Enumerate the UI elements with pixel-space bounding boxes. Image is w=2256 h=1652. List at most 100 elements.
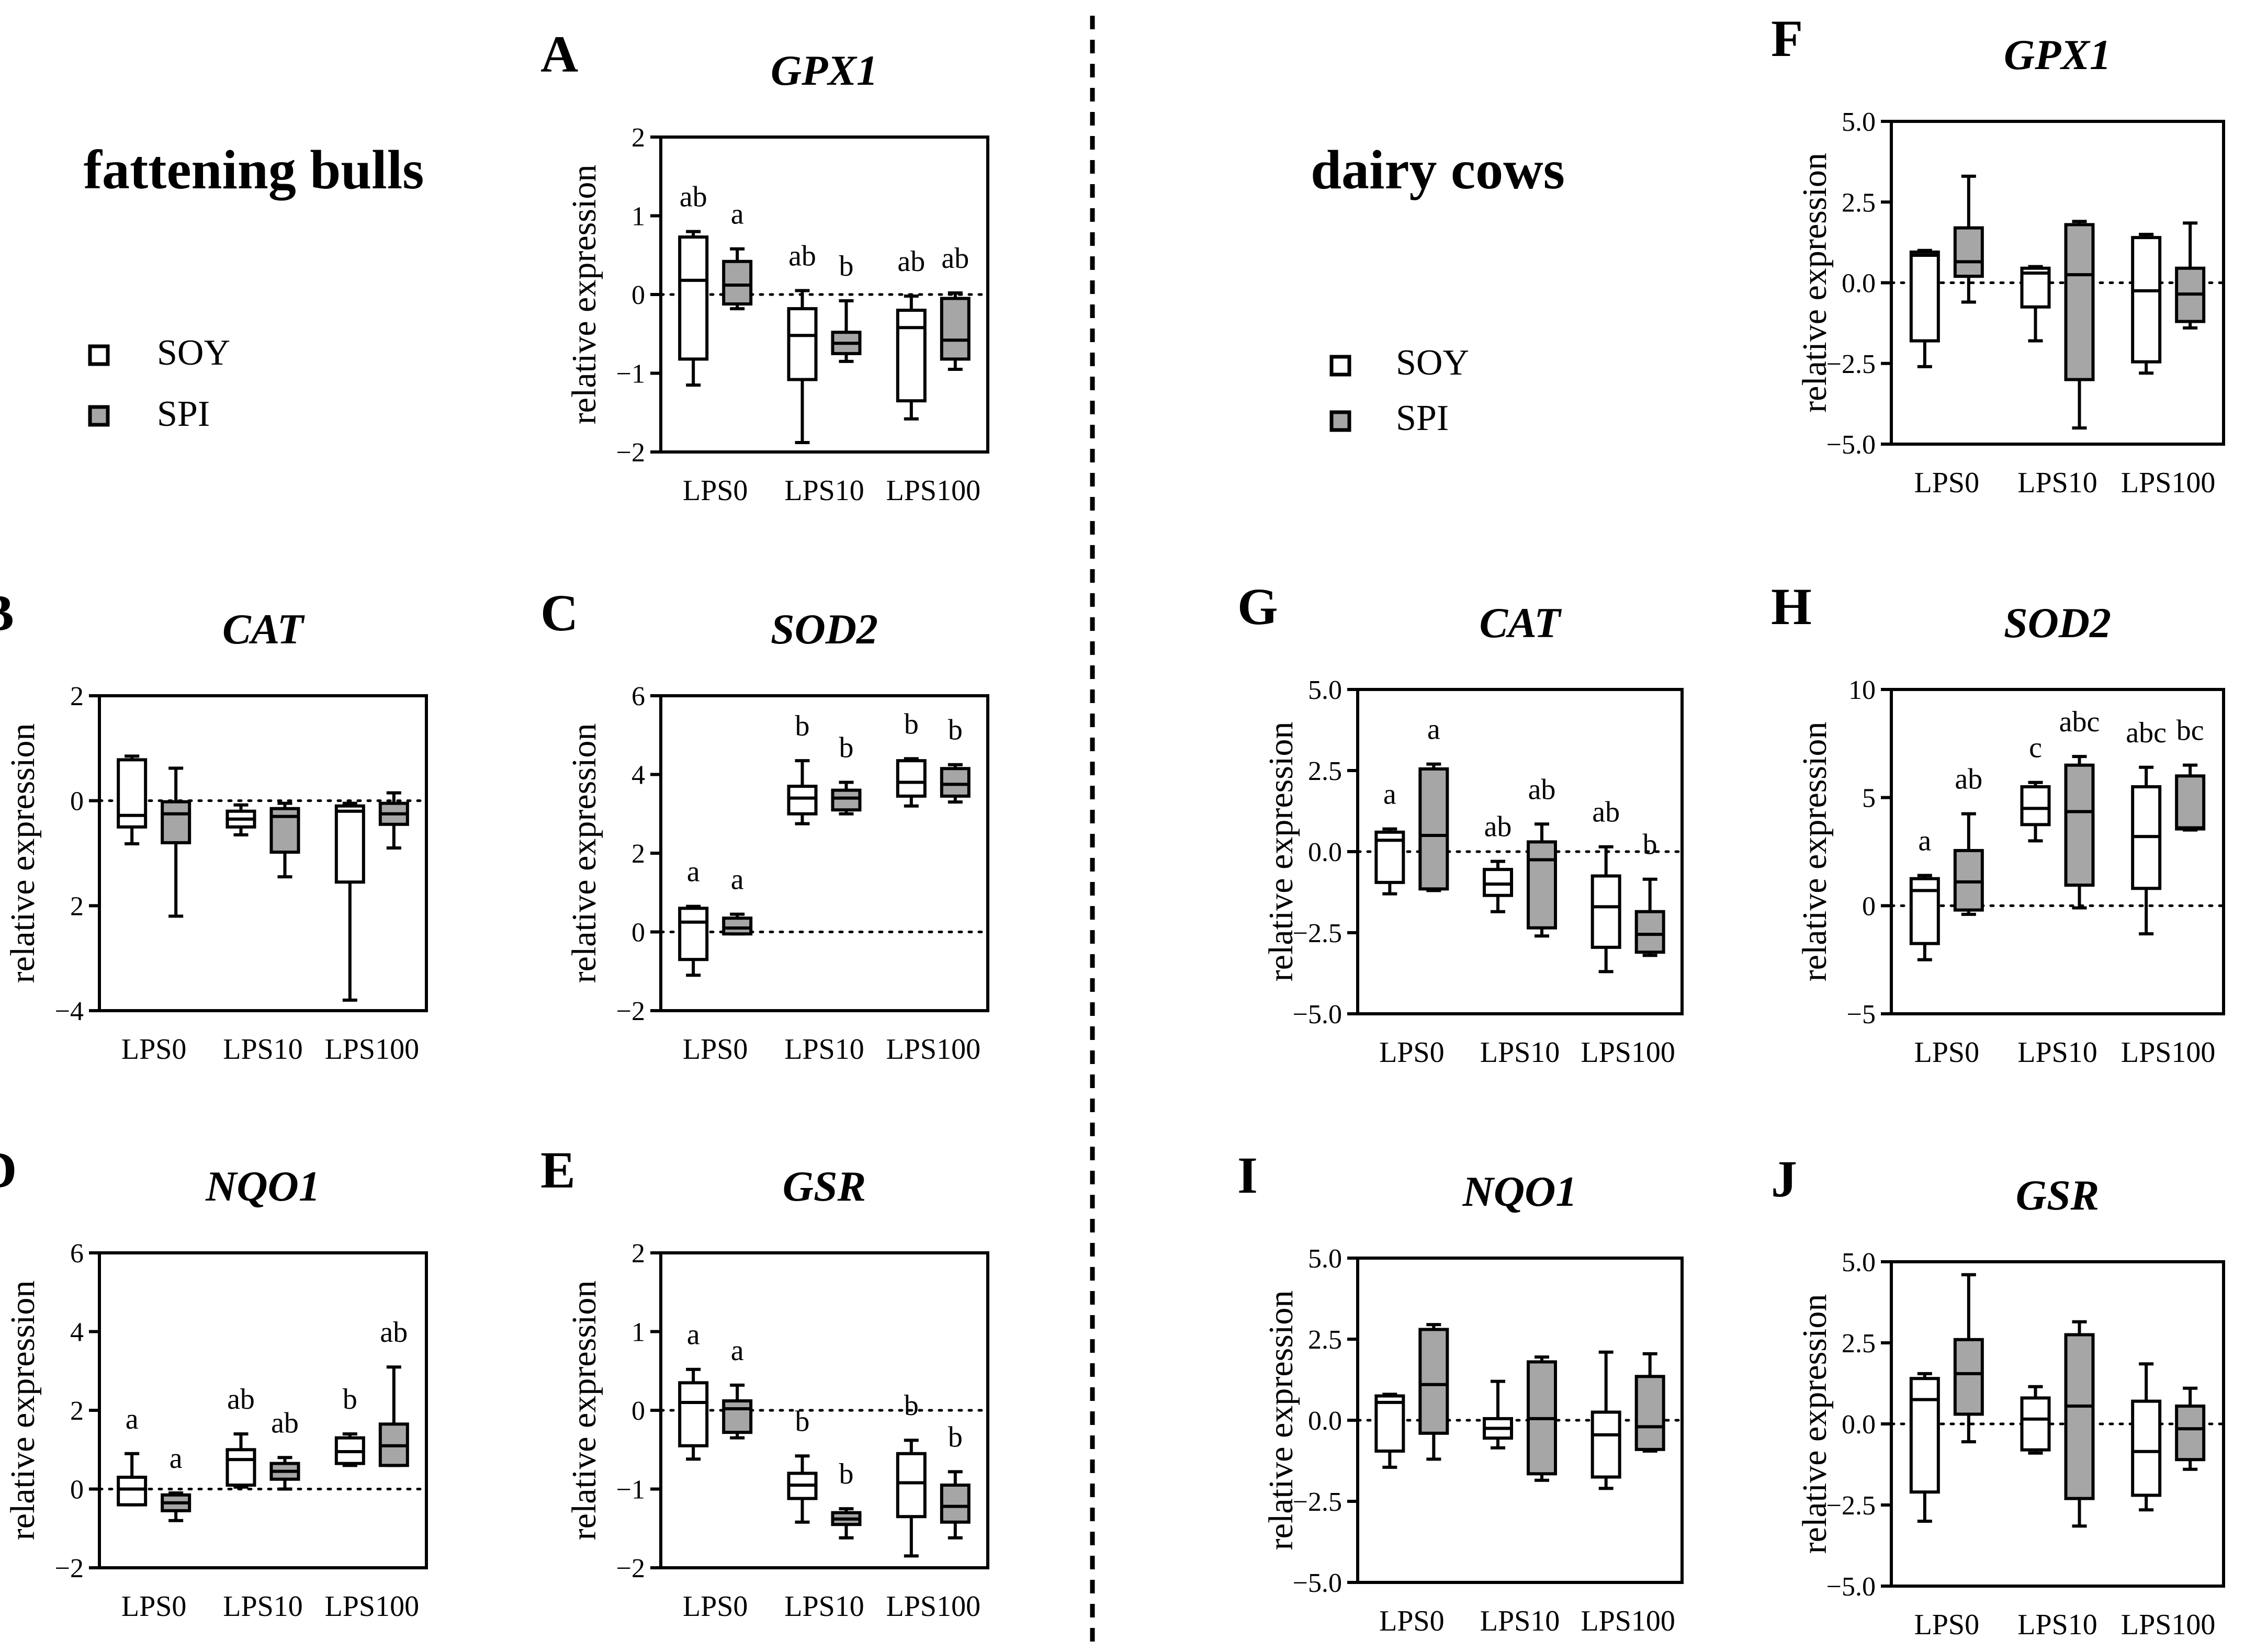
y-axis-label: relative expression — [4, 1281, 42, 1541]
y-tick-label: −2.5 — [1293, 919, 1342, 948]
significance-label: ab — [897, 245, 925, 278]
x-tick-label: LPS100 — [2121, 1609, 2216, 1641]
legend-spi-label: SPI — [157, 394, 210, 434]
significance-label: b — [948, 1421, 963, 1453]
panel-a: A GPX1 −2 −1 0 1 2 relative expression LPS0 LPS10… — [540, 25, 989, 507]
box-body — [1634, 1375, 1665, 1451]
plot-frame — [1890, 120, 2225, 446]
significance-label: ab — [788, 240, 816, 272]
significance-label: ab — [227, 1383, 255, 1416]
y-tick-label: 6 — [70, 1239, 84, 1269]
x-tick-label: LPS10 — [223, 1590, 303, 1623]
y-tick-label: −5.0 — [1826, 430, 1876, 460]
x-tick-label: LPS0 — [1914, 1036, 1980, 1069]
y-tick-label: 2 — [70, 1396, 84, 1426]
y-tick-label: 2 — [631, 1239, 645, 1269]
box-soy-lps10 — [787, 759, 818, 825]
y-tick-label: −2 — [616, 1554, 645, 1583]
y-tick-label: 0.0 — [1308, 838, 1342, 867]
y-tick-label: 10 — [1848, 675, 1876, 705]
box-soy-lps10 — [2020, 1385, 2051, 1455]
y-tick-label: −2.5 — [1826, 349, 1876, 379]
box-soy-lps0 — [1909, 874, 1940, 961]
y-tick-label: 2.5 — [1842, 188, 1876, 218]
significance-label: b — [343, 1383, 357, 1416]
y-tick-label: 2 — [70, 891, 84, 921]
y-tick-label: 5.0 — [1842, 1248, 1876, 1277]
panel-c: C SOD2 −2 0 2 4 6 relative expression LPS0 LPS10 L… — [540, 584, 989, 1066]
significance-label: a — [170, 1442, 183, 1475]
box-soy-lps0 — [117, 1452, 148, 1507]
y-tick-label: 0 — [70, 1475, 84, 1505]
legend-soy-swatch — [88, 344, 110, 366]
box-body — [940, 1483, 971, 1524]
panel-letter: E — [540, 1141, 576, 1199]
significance-label: ab — [271, 1407, 299, 1439]
y-tick-label: −4 — [55, 997, 84, 1026]
plot-frame — [1890, 1260, 2225, 1588]
box-body — [225, 1448, 256, 1487]
panel-letter: H — [1771, 578, 1812, 636]
panels: A GPX1 −2 −1 0 1 2 relative expression LPS0 LPS10… — [0, 9, 2225, 1641]
x-tick-label: LPS10 — [2017, 467, 2097, 499]
y-tick-label: −5.0 — [1293, 1000, 1342, 1029]
x-tick-label: LPS100 — [325, 1033, 420, 1066]
box-spi-lps0 — [1953, 174, 1984, 304]
box-body — [1953, 848, 1984, 912]
box-spi-lps0 — [722, 1383, 753, 1440]
box-spi-lps100 — [378, 1365, 409, 1467]
x-tick-label: LPS0 — [683, 1033, 748, 1066]
box-spi-lps10 — [1527, 822, 1557, 938]
box-spi-lps100 — [940, 763, 971, 804]
panel-letter: G — [1237, 578, 1278, 636]
box-spi-lps10 — [831, 299, 862, 363]
y-tick-label: −1 — [616, 359, 645, 389]
x-tick-label: LPS0 — [683, 1590, 748, 1623]
panel-title: GPX1 — [771, 47, 878, 94]
box-body — [1953, 226, 1984, 278]
panel-letter: D — [0, 1141, 17, 1199]
y-tick-label: 2.5 — [1308, 756, 1342, 786]
box-spi-lps10 — [269, 801, 300, 879]
x-tick-label: LPS0 — [683, 474, 748, 507]
plot-frame — [659, 694, 989, 1012]
box-body — [896, 759, 927, 798]
box-body — [2175, 1404, 2206, 1462]
x-tick-label: LPS0 — [1379, 1036, 1445, 1069]
y-axis-label: relative expression — [4, 723, 42, 983]
box-body — [1483, 868, 1513, 897]
significance-label: ab — [380, 1316, 408, 1349]
x-tick-label: LPS0 — [1914, 467, 1980, 499]
significance-label: ab — [1484, 811, 1512, 843]
box-body — [1527, 840, 1557, 930]
y-tick-label: 5.0 — [1308, 675, 1342, 705]
significance-label: b — [904, 708, 919, 740]
box-body — [1953, 1338, 1984, 1416]
box-body — [2064, 1333, 2095, 1500]
y-tick-label: −2 — [616, 438, 645, 468]
box-body — [1909, 250, 1940, 343]
box-soy-lps10 — [1483, 1379, 1513, 1450]
x-tick-label: LPS100 — [1581, 1605, 1675, 1637]
panel-e: E GSR −2 −1 0 1 2 relative expression LPS0 LPS10 L… — [540, 1141, 989, 1623]
panel-letter: F — [1771, 9, 1803, 67]
y-tick-label: 5.0 — [1842, 107, 1876, 137]
significance-label: a — [1427, 714, 1440, 746]
box-body — [2131, 1399, 2162, 1497]
panel-b: B CAT −4 2 0 2 relative expression LPS0 LPS10 LPS… — [0, 584, 428, 1066]
significance-label: b — [839, 732, 854, 764]
box-body — [2064, 763, 2095, 887]
legend-soy-label: SOY — [1396, 343, 1469, 383]
plot-frame — [98, 694, 428, 1012]
significance-label: a — [731, 864, 744, 896]
box-spi-lps10 — [831, 1507, 862, 1540]
y-tick-label: 5 — [1862, 784, 1876, 813]
box-body — [2064, 223, 2095, 381]
significance-label: abc — [2059, 706, 2100, 738]
box-body — [831, 788, 862, 812]
panel-title: CAT — [1480, 599, 1562, 647]
legend-spi-swatch — [1329, 410, 1351, 432]
x-tick-label: LPS10 — [1480, 1036, 1560, 1069]
y-tick-label: 0 — [631, 1396, 645, 1426]
